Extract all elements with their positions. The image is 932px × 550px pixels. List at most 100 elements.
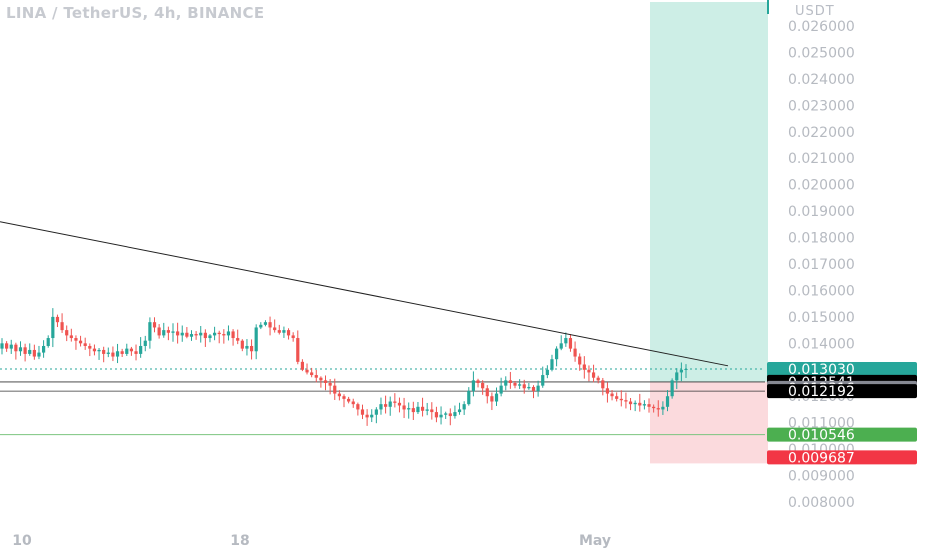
candle-body xyxy=(106,352,110,354)
candle-body xyxy=(578,356,582,365)
loss-zone[interactable] xyxy=(650,381,768,464)
candle-body xyxy=(568,338,573,349)
candle-body xyxy=(217,332,221,335)
candle-body xyxy=(407,408,411,410)
candle-body xyxy=(448,413,452,417)
candle-body xyxy=(481,383,485,389)
candle-body xyxy=(300,361,305,370)
y-tick-label: 0.014000 xyxy=(788,336,855,352)
candle-body xyxy=(642,404,647,406)
candle-body xyxy=(143,340,147,346)
candle-body xyxy=(134,351,138,354)
candle-body xyxy=(388,401,392,407)
candle-body xyxy=(166,330,170,333)
candle-body xyxy=(545,369,549,376)
candle-body xyxy=(471,380,476,391)
candle-body xyxy=(78,340,83,344)
candle-body xyxy=(476,380,480,383)
candle-body xyxy=(189,334,194,337)
x-tick-label: May xyxy=(579,533,611,549)
candle-body xyxy=(249,345,254,352)
trendline[interactable] xyxy=(0,221,729,367)
candle-body xyxy=(522,384,526,389)
candle-body xyxy=(633,402,637,405)
candle-body xyxy=(277,330,281,333)
candle-body xyxy=(176,331,180,336)
candle-body xyxy=(457,409,462,413)
candle-body xyxy=(356,404,360,410)
candle-body xyxy=(305,369,309,373)
price-tag-label: 0.010546 xyxy=(788,428,855,444)
candle-body xyxy=(152,322,157,328)
candle-body xyxy=(379,404,383,410)
candle-body xyxy=(444,413,448,415)
candle-body xyxy=(393,401,397,403)
y-tick-label: 0.020000 xyxy=(788,178,855,194)
profit-zone[interactable] xyxy=(650,2,768,382)
x-axis[interactable]: 10 18 May xyxy=(12,533,611,549)
candle-body xyxy=(490,396,494,402)
candle-body xyxy=(32,349,36,357)
candle-body xyxy=(605,388,610,394)
price-tag-bg xyxy=(767,450,917,465)
position-zones xyxy=(650,0,769,464)
candle-body xyxy=(157,327,161,336)
candle-body xyxy=(518,384,522,386)
candle-body xyxy=(679,369,683,373)
candle-body xyxy=(628,401,633,405)
candle-body xyxy=(65,330,69,336)
candle-body xyxy=(60,322,64,331)
candle-body xyxy=(139,345,143,354)
candle-body xyxy=(162,330,166,336)
candle-body xyxy=(310,372,314,376)
candle-body xyxy=(615,396,619,399)
candle-body xyxy=(254,327,258,352)
candle-body xyxy=(453,412,457,417)
candle-body xyxy=(203,332,207,339)
y-tick-label: 0.024000 xyxy=(788,72,855,88)
candle-body xyxy=(37,352,41,357)
y-tick-label: 0.017000 xyxy=(788,257,855,273)
candle-body xyxy=(360,409,365,415)
candle-body xyxy=(439,414,443,418)
candle-body xyxy=(402,405,406,410)
candle-body xyxy=(245,345,249,349)
candle-body xyxy=(120,351,124,354)
candle-body xyxy=(240,340,244,349)
y-axis[interactable]: 0.026000 0.025000 0.024000 0.023000 0.022000… xyxy=(788,19,855,511)
y-tick-label: 0.008000 xyxy=(788,495,855,511)
candle-body xyxy=(222,334,226,336)
candle-body xyxy=(397,402,402,406)
candle-body xyxy=(88,345,92,349)
candle-body xyxy=(661,406,665,410)
candle-body xyxy=(194,334,198,336)
candle-body xyxy=(226,331,231,336)
candle-body xyxy=(180,332,184,336)
candle-body xyxy=(129,348,134,352)
candles xyxy=(0,308,688,426)
x-tick-label: 10 xyxy=(12,533,32,549)
candle-body xyxy=(508,380,512,383)
candle-body xyxy=(199,332,203,336)
candle-body xyxy=(494,393,499,402)
candle-body xyxy=(148,322,152,341)
candle-body xyxy=(263,322,268,325)
candle-body xyxy=(115,351,120,357)
candle-body xyxy=(28,349,32,354)
candle-body xyxy=(425,409,429,411)
currency-label: USDT xyxy=(795,4,835,19)
candle-body xyxy=(74,338,78,341)
candle-body xyxy=(675,372,679,381)
candle-body xyxy=(46,338,50,346)
candle-body xyxy=(185,332,189,337)
candle-body xyxy=(231,331,235,339)
candle-body xyxy=(504,380,508,386)
candle-body xyxy=(347,398,351,402)
horizontal-levels xyxy=(0,368,765,436)
candle-body xyxy=(14,344,18,352)
price-tag-4: 0.010546 xyxy=(767,427,917,444)
candle-body xyxy=(573,348,577,357)
candle-body xyxy=(0,343,4,349)
candle-body xyxy=(51,316,55,339)
